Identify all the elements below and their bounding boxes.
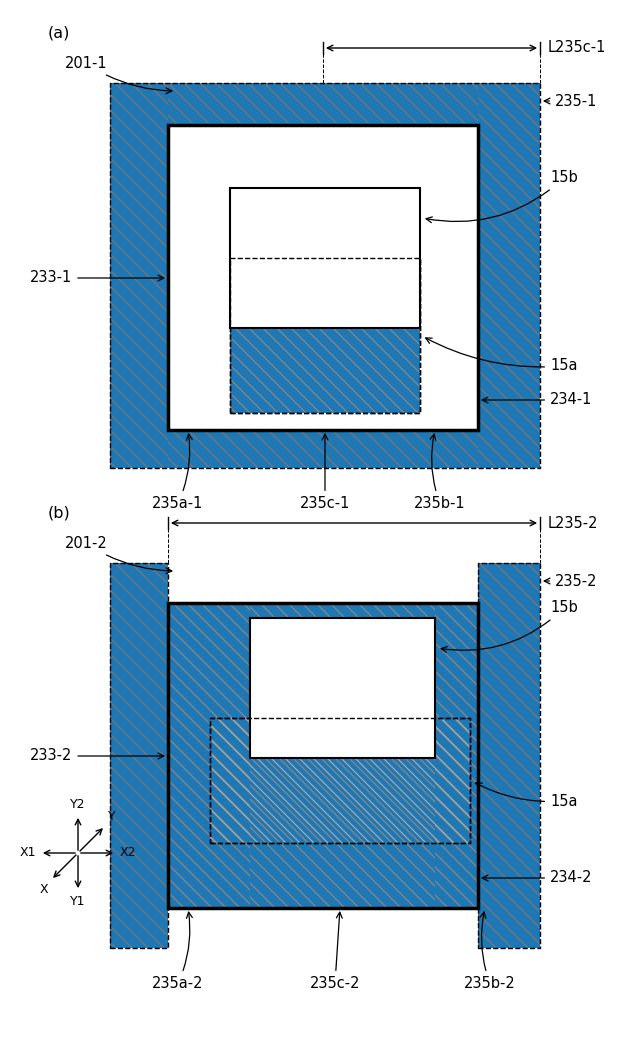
Bar: [478, 83, 540, 468]
Bar: [230, 258, 420, 413]
Bar: [168, 603, 478, 908]
Text: 233-1: 233-1: [30, 270, 164, 285]
Text: (b): (b): [48, 506, 71, 521]
Bar: [230, 258, 420, 413]
Bar: [110, 563, 168, 948]
Text: 15a: 15a: [426, 337, 577, 373]
Bar: [250, 758, 435, 908]
Bar: [168, 603, 250, 908]
Text: 235a-2: 235a-2: [152, 912, 204, 991]
Bar: [110, 83, 540, 468]
Bar: [250, 618, 435, 758]
Bar: [168, 430, 478, 468]
Bar: [110, 563, 168, 948]
Text: 235c-1: 235c-1: [300, 434, 350, 511]
Text: 235-2: 235-2: [544, 573, 598, 589]
Text: (a): (a): [48, 26, 70, 41]
Text: L235c-1: L235c-1: [548, 41, 606, 56]
Text: 201-1: 201-1: [65, 56, 172, 93]
Text: 201-2: 201-2: [65, 536, 172, 573]
Bar: [168, 125, 478, 430]
Text: Y1: Y1: [70, 895, 86, 908]
Bar: [168, 83, 478, 125]
Bar: [210, 718, 470, 843]
Bar: [230, 188, 420, 328]
Text: Y2: Y2: [70, 798, 86, 811]
Text: X: X: [40, 883, 48, 896]
Text: X1: X1: [19, 847, 36, 859]
Text: L235-2: L235-2: [548, 516, 598, 530]
Text: 235b-2: 235b-2: [464, 912, 516, 991]
Text: 235c-2: 235c-2: [310, 912, 360, 991]
Text: 234-2: 234-2: [482, 871, 593, 886]
Text: 15a: 15a: [476, 783, 577, 808]
Bar: [230, 258, 420, 413]
Text: 235-1: 235-1: [544, 93, 597, 109]
Text: 233-2: 233-2: [30, 748, 164, 764]
Bar: [478, 563, 540, 948]
Bar: [435, 603, 478, 908]
Text: Y: Y: [108, 810, 116, 823]
Bar: [110, 83, 168, 468]
Text: 234-1: 234-1: [482, 393, 593, 408]
Text: X2: X2: [120, 847, 136, 859]
Text: 15b: 15b: [441, 601, 578, 652]
Text: 235a-1: 235a-1: [152, 434, 204, 511]
Bar: [250, 603, 435, 618]
Bar: [210, 718, 470, 843]
Bar: [210, 718, 470, 843]
Text: 15b: 15b: [426, 171, 578, 222]
Bar: [478, 563, 540, 948]
Text: 235b-1: 235b-1: [414, 434, 466, 511]
